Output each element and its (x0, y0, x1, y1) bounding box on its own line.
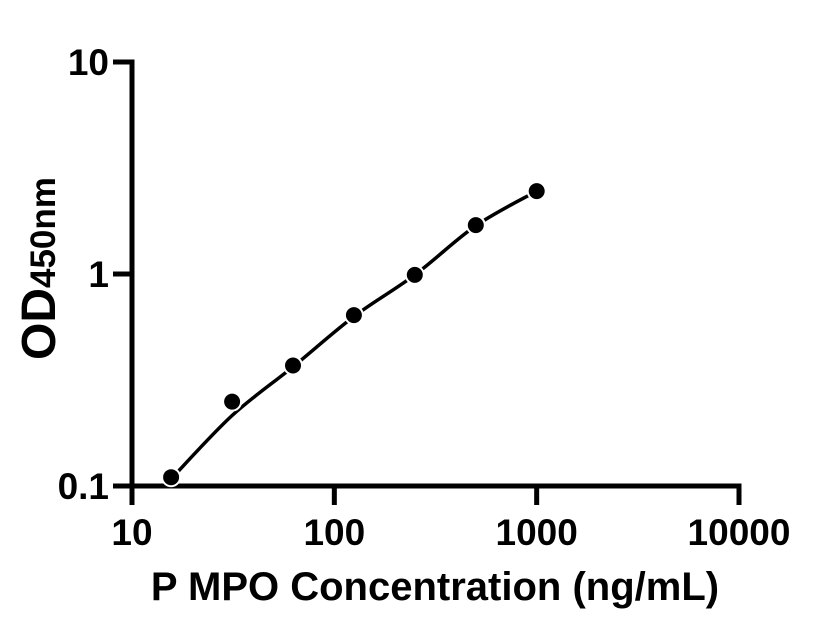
data-point-marker (404, 264, 425, 285)
data-point-marker (222, 391, 243, 412)
data-point-marker (343, 305, 364, 326)
x-tick-label-100: 100 (303, 512, 365, 553)
fit-curve-line (169, 189, 539, 481)
axes (113, 59, 742, 505)
y-tick-label-0.1: 0.1 (58, 466, 109, 507)
x-tick-label-10: 10 (111, 512, 152, 553)
y-tick-label-10: 10 (68, 42, 109, 83)
x-tick-label-1000: 1000 (496, 512, 578, 553)
y-axis-title-subscript: 450nm (24, 177, 63, 288)
data-point-marker (526, 181, 547, 202)
data-point-marker (465, 215, 486, 236)
x-axis-title: P MPO Concentration (ng/mL) (151, 565, 719, 609)
data-points (161, 181, 547, 488)
y-axis-title: OD450nm (13, 177, 66, 360)
data-point-marker (283, 355, 303, 376)
y-tick-label-1: 1 (88, 254, 109, 295)
data-point-marker (161, 467, 182, 488)
y-axis-title-main: OD (13, 288, 66, 360)
x-tick-label-10000: 10000 (688, 512, 791, 553)
